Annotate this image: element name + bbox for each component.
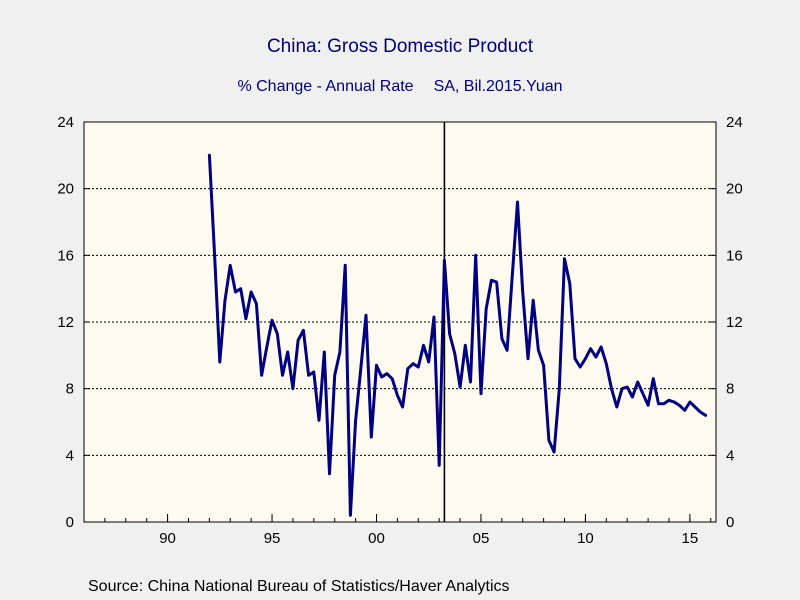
series-layer — [207, 153, 708, 517]
chart-source: Source: China National Bureau of Statist… — [88, 578, 510, 595]
y-tick-label-left: 12 — [57, 314, 74, 331]
y-tick-label-right: 8 — [726, 381, 734, 398]
y-tick-label-right: 4 — [726, 447, 734, 464]
x-tick-label-90: 90 — [159, 530, 176, 547]
x-tick-label-10: 10 — [577, 530, 594, 547]
x-axis: 90 95 00 05 10 15 — [83, 514, 712, 547]
series-line-0 — [207, 153, 708, 517]
y-tick-label-right: 20 — [726, 181, 743, 198]
x-tick-label-95: 95 — [264, 530, 281, 547]
y-tick-label-left: 16 — [57, 247, 74, 264]
y-tick-label-left: 4 — [66, 447, 74, 464]
x-tick-label-05: 05 — [473, 530, 490, 547]
y-tick-label-left: 0 — [66, 514, 74, 531]
chart-subtitle: % Change - Annual Rate SA, Bil.2015.Yuan — [0, 78, 800, 96]
x-tick-label-15: 15 — [682, 530, 699, 547]
y-tick-label-left: 24 — [57, 114, 74, 131]
chart-title: China: Gross Domestic Product — [266, 36, 534, 57]
y-axis: 0 0 4 4 8 8 12 12 16 16 20 20 24 24 — [57, 114, 742, 531]
y-tick-label-right: 24 — [726, 114, 743, 131]
y-tick-label-right: 12 — [726, 314, 743, 331]
subtitle-basis: SA, Bil.2015.Yuan — [433, 78, 563, 95]
x-tick-label-00: 00 — [368, 530, 385, 547]
y-tick-label-left: 8 — [66, 381, 74, 398]
subtitle-units: % Change - Annual Rate — [237, 78, 414, 95]
y-tick-label-right: 0 — [726, 514, 734, 531]
y-tick-label-right: 16 — [726, 247, 743, 264]
y-tick-label-left: 20 — [57, 181, 74, 198]
grid-lines — [84, 188, 716, 456]
